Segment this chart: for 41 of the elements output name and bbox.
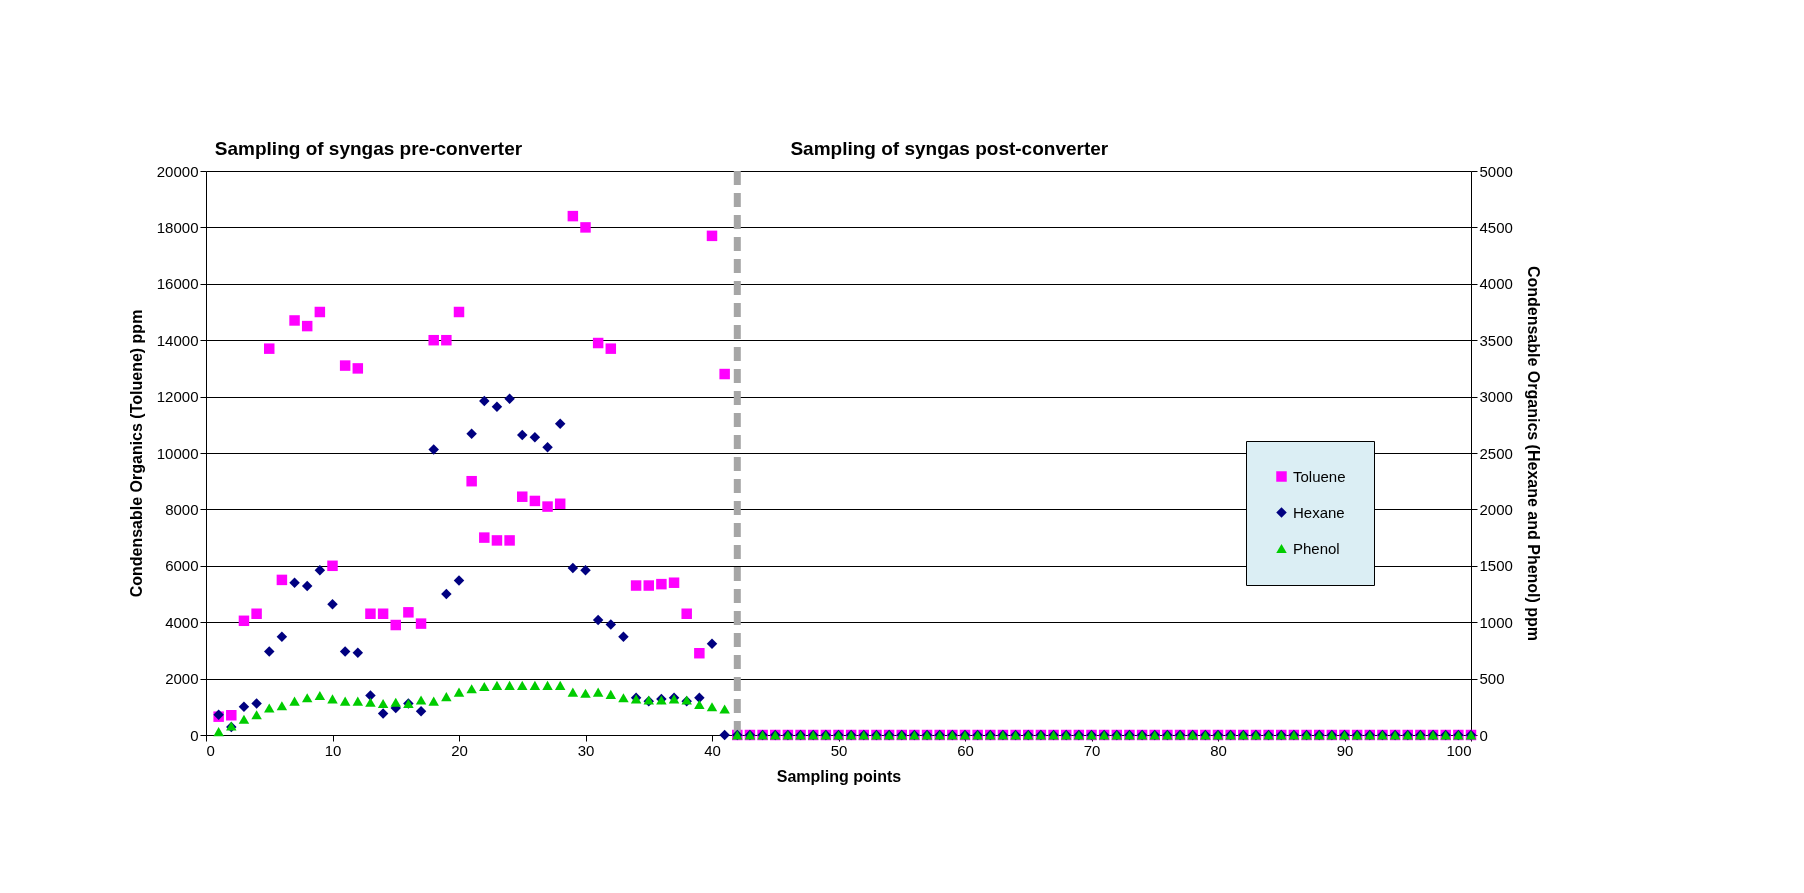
y-tick-label: 4000 — [165, 613, 199, 631]
y-tick-label: 2000 — [165, 670, 199, 688]
y2-tick-label: 3500 — [1479, 331, 1513, 349]
y2-axis-title: Condensable Organics (Hexane and Phenol) ppm — [1524, 265, 1542, 642]
x-tick-label: 50 — [830, 741, 848, 759]
x-tick-label: 10 — [324, 741, 342, 759]
x-tick-label: 80 — [1210, 741, 1227, 759]
y-tick-label: 18000 — [156, 218, 199, 236]
y-tick-label: 12000 — [156, 388, 199, 406]
y2-tick-label: 3000 — [1479, 388, 1513, 406]
legend-label: Hexane — [1293, 503, 1345, 521]
x-tick-label: 20 — [451, 741, 468, 759]
y2-tick-label: 500 — [1479, 670, 1505, 688]
x-axis-title: Sampling points — [776, 767, 902, 785]
y2-tick-label: 1500 — [1479, 557, 1513, 575]
y2-tick-label: 4000 — [1479, 275, 1513, 293]
y2-tick-label: 1000 — [1479, 613, 1513, 631]
y-axis-title: Condensable Organics (Toluene) ppm — [127, 309, 145, 598]
x-tick-label: 100 — [1446, 741, 1472, 759]
text: Sampling of syngas pre-converter — [214, 138, 523, 159]
y-tick-label: 10000 — [156, 444, 199, 462]
y-tick-label: 8000 — [165, 500, 199, 518]
y-tick-label: 6000 — [165, 557, 199, 575]
text: Sampling of syngas post-converter — [790, 138, 1109, 159]
y2-tick-label: 0 — [1479, 726, 1488, 744]
legend-label: Phenol — [1293, 539, 1340, 557]
y2-tick-label: 4500 — [1479, 218, 1513, 236]
x-tick-label: 0 — [206, 741, 215, 759]
x-tick-label: 30 — [577, 741, 595, 759]
y2-tick-label: 2500 — [1479, 444, 1513, 462]
y2-tick-label: 2000 — [1479, 500, 1513, 518]
x-tick-label: 40 — [704, 741, 721, 759]
y-tick-label: 20000 — [156, 162, 199, 180]
legend-label: Toluene — [1293, 467, 1346, 485]
x-tick-label: 90 — [1336, 741, 1354, 759]
x-tick-label: 60 — [957, 741, 974, 759]
x-tick-label: 70 — [1083, 741, 1101, 759]
y-tick-label: 0 — [190, 726, 199, 744]
y-tick-label: 16000 — [156, 275, 199, 293]
y-tick-label: 14000 — [156, 331, 199, 349]
y2-tick-label: 5000 — [1479, 162, 1513, 180]
